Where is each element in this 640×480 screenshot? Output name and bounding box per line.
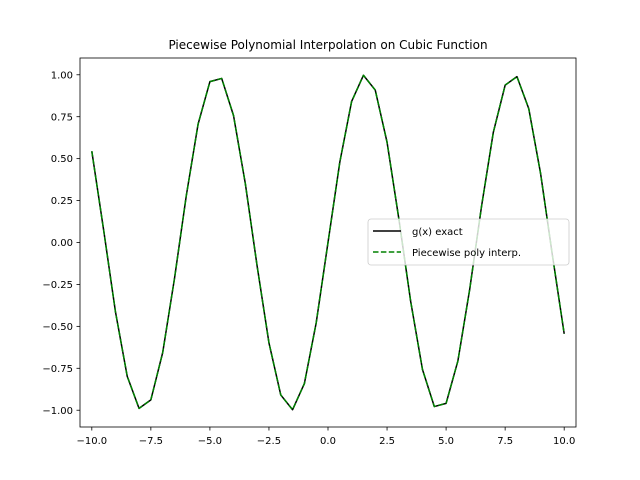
plot-frame [79,57,577,428]
legend-label-exact: g(x) exact [412,227,463,238]
y-tick-label: −0.25 [42,280,73,291]
y-tick-label: 1.00 [51,70,73,81]
y-tick-label: 0.75 [51,112,73,123]
x-tick-label: −7.5 [139,436,163,447]
x-tick-label: −10.0 [76,436,107,447]
x-tick-label: 5.0 [438,436,454,447]
y-tick-label: 0.25 [51,196,73,207]
y-tick-label: −0.75 [42,364,73,375]
series-line-interp [91,74,565,411]
legend: g(x) exact Piecewise poly interp. [367,218,570,266]
legend-label-interp: Piecewise poly interp. [412,248,521,259]
series-layer [91,74,565,411]
x-tick-label: 0.0 [320,436,336,447]
y-tick-label: 0.00 [51,238,73,249]
y-tick-label: −0.50 [42,322,73,333]
x-tick-label: −2.5 [257,436,281,447]
y-tick-label: −1.00 [42,406,73,417]
x-tick-label: 2.5 [379,436,395,447]
x-tick-label: 10.0 [553,436,575,447]
legend-box [367,218,570,266]
y-tick-label: 0.50 [51,154,73,165]
chart-title: Piecewise Polynomial Interpolation on Cu… [168,38,487,52]
x-axis: −10.0 −7.5 −5.0 −2.5 0.0 2.5 5.0 7.5 10.0 [76,427,575,447]
y-axis: −1.00 −0.75 −0.50 −0.25 0.00 0.25 0.50 0.75 1.00 [42,70,80,417]
x-tick-label: −5.0 [198,436,222,447]
x-tick-label: 7.5 [497,436,513,447]
